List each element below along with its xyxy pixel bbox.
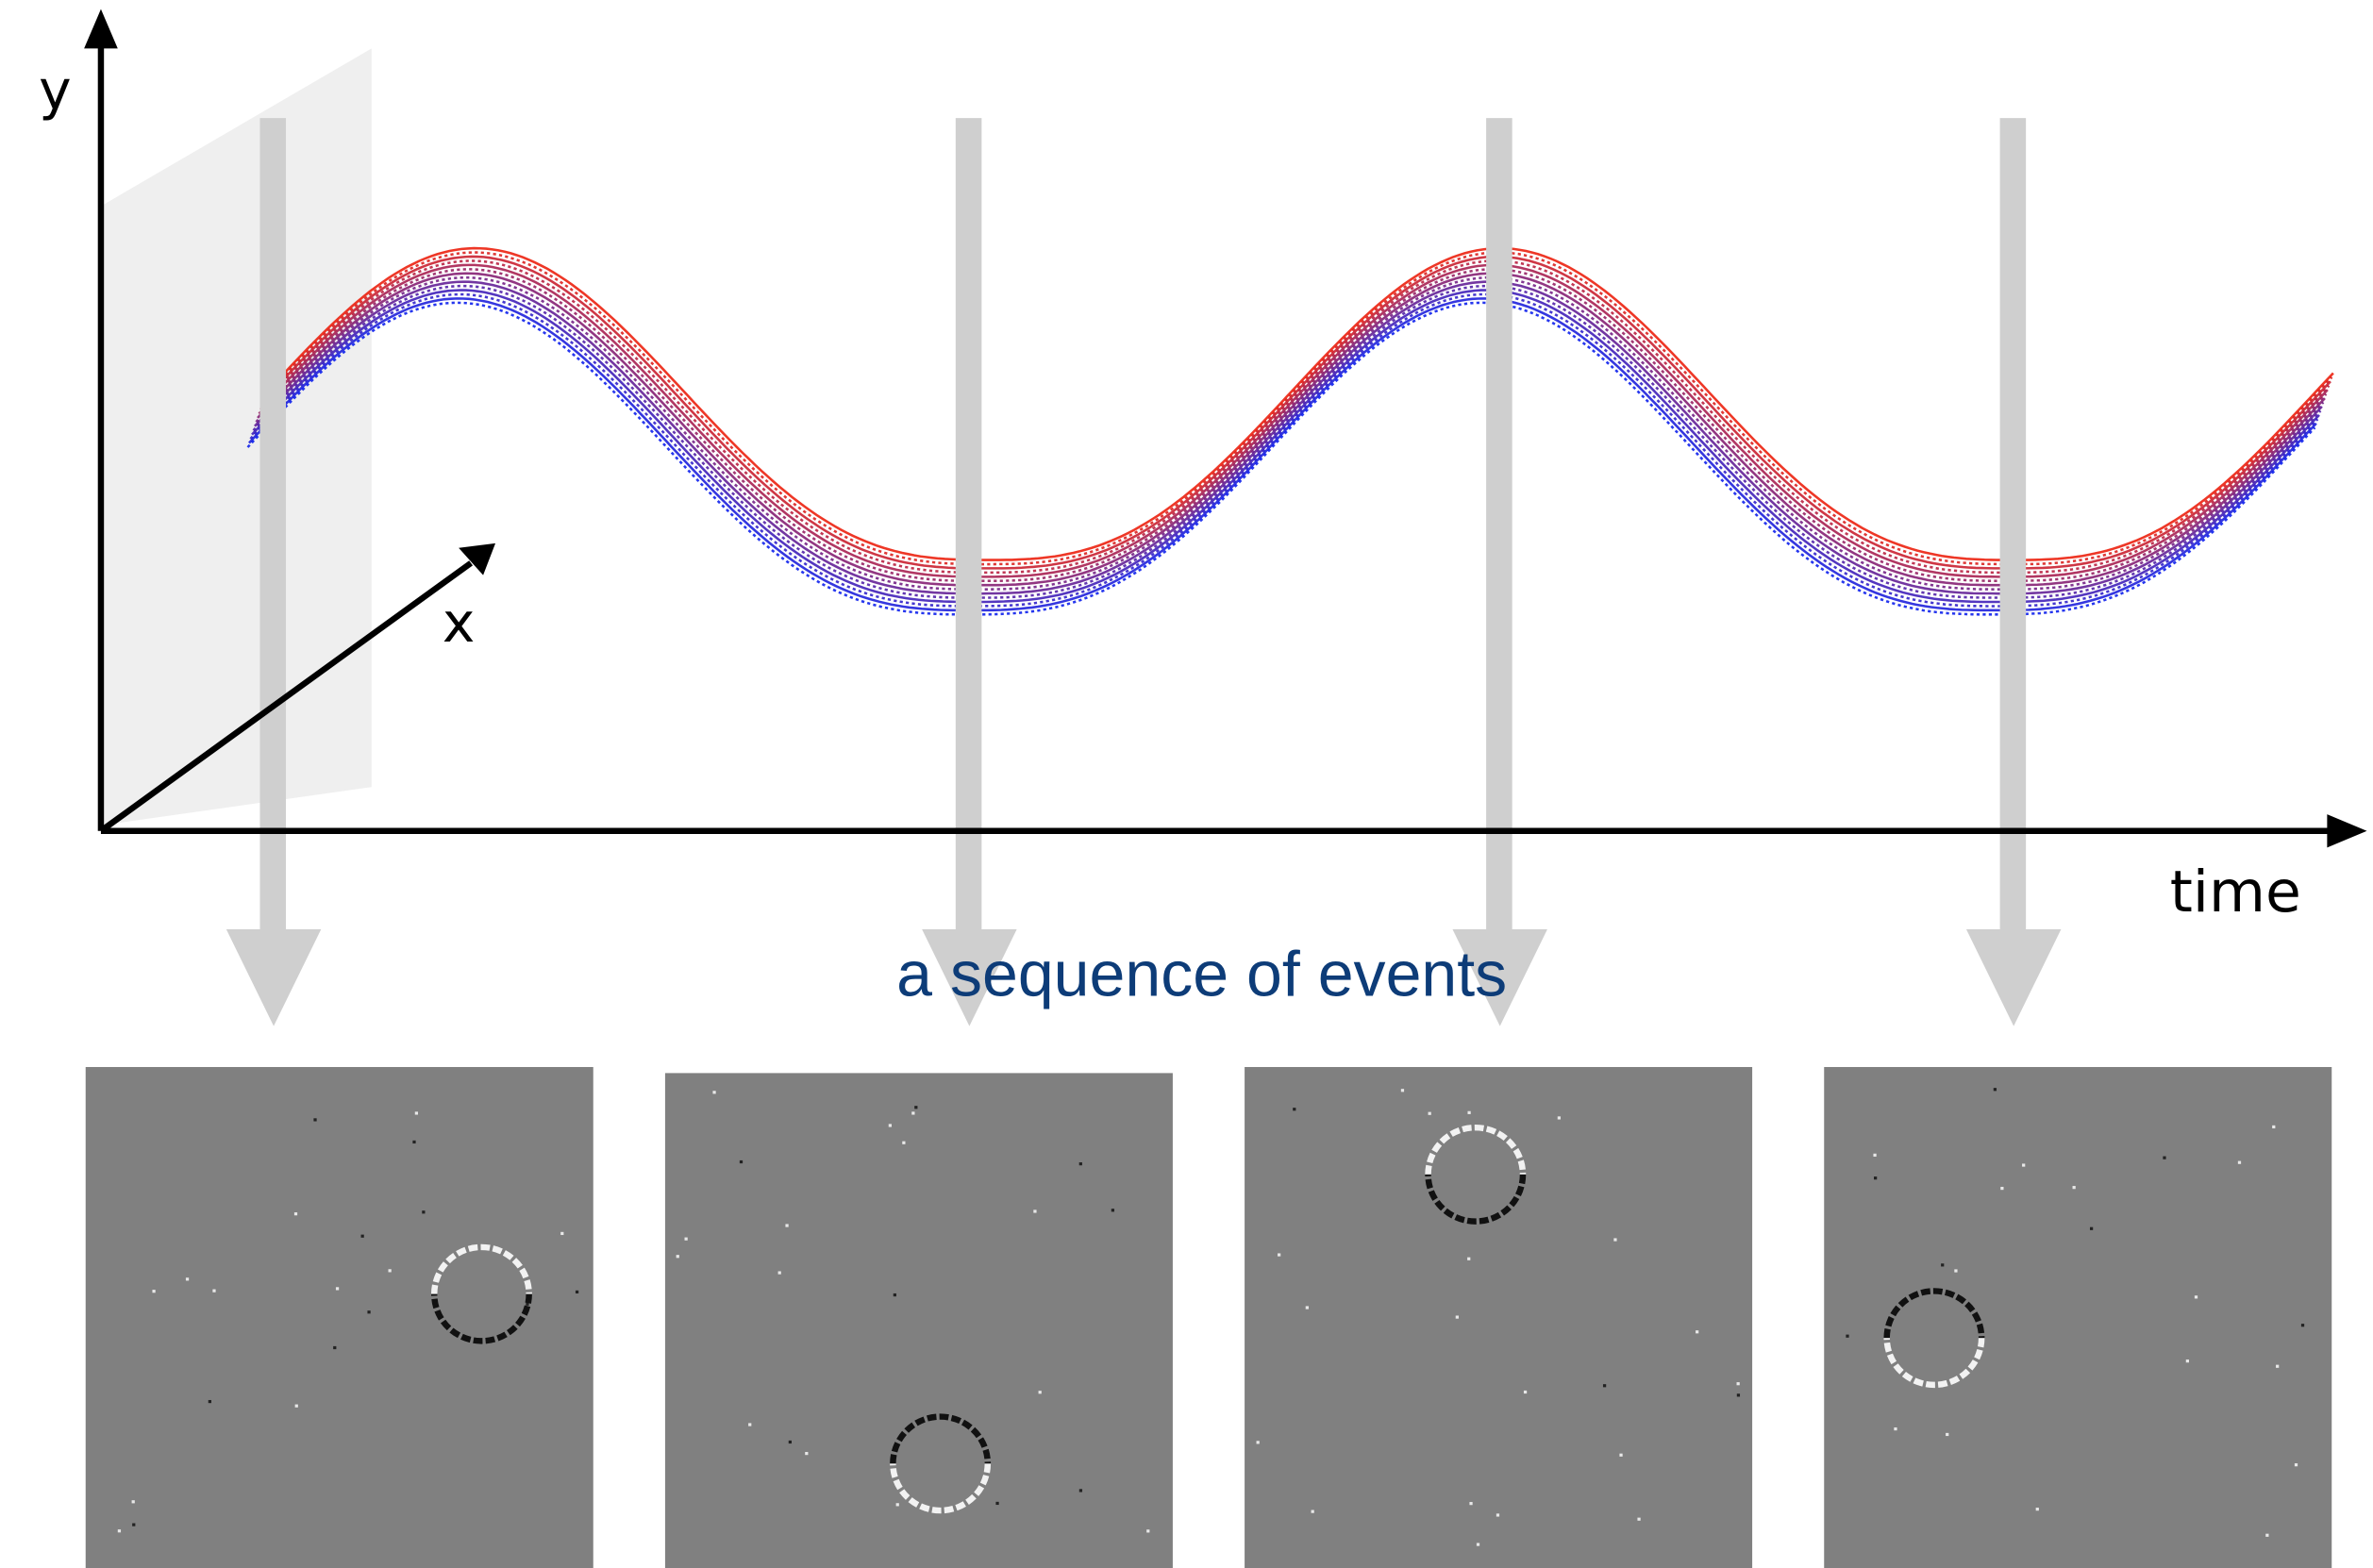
noise-event bbox=[1637, 1518, 1640, 1521]
noise-event bbox=[1873, 1154, 1876, 1157]
noise-event bbox=[1603, 1384, 1606, 1387]
noise-event bbox=[2238, 1161, 2241, 1164]
event-frame bbox=[1245, 1067, 1752, 1568]
noise-event bbox=[1477, 1543, 1479, 1545]
page: {"axes": {"y": "y", "x": "x", "time": "t… bbox=[0, 0, 2373, 1568]
y-axis-label: y bbox=[39, 58, 72, 123]
noise-event bbox=[1467, 1258, 1470, 1260]
noise-event bbox=[1941, 1263, 1944, 1266]
noise-event bbox=[152, 1290, 155, 1293]
noise-event bbox=[1257, 1441, 1260, 1443]
noise-event bbox=[1033, 1209, 1036, 1212]
noise-event bbox=[2036, 1508, 2039, 1510]
noise-event bbox=[2272, 1126, 2275, 1128]
noise-event bbox=[209, 1400, 211, 1403]
noise-event bbox=[1079, 1162, 1082, 1165]
noise-event bbox=[740, 1160, 743, 1163]
noise-event bbox=[677, 1255, 679, 1258]
noise-event bbox=[2000, 1187, 2003, 1190]
noise-event bbox=[560, 1232, 563, 1235]
noise-event bbox=[1306, 1306, 1309, 1309]
xy-plane bbox=[104, 48, 372, 825]
noise-event bbox=[412, 1141, 415, 1143]
noise-event bbox=[576, 1291, 578, 1293]
noise-event bbox=[1696, 1330, 1698, 1333]
noise-event bbox=[186, 1277, 189, 1280]
noise-event bbox=[1496, 1513, 1499, 1516]
noise-event bbox=[118, 1529, 121, 1532]
noise-event bbox=[2022, 1163, 2025, 1166]
noise-event bbox=[132, 1500, 135, 1503]
noise-event bbox=[1737, 1393, 1740, 1396]
noise-event bbox=[295, 1405, 298, 1408]
noise-event bbox=[1846, 1335, 1848, 1338]
noise-event bbox=[1278, 1253, 1280, 1256]
noise-event bbox=[914, 1106, 917, 1109]
noise-event bbox=[1558, 1116, 1561, 1119]
noise-event bbox=[132, 1524, 135, 1526]
noise-event bbox=[805, 1452, 808, 1455]
noise-event bbox=[361, 1235, 364, 1238]
noise-event bbox=[1401, 1089, 1404, 1092]
noise-event bbox=[902, 1142, 905, 1144]
noise-event bbox=[995, 1502, 998, 1505]
noise-event bbox=[712, 1091, 715, 1093]
noise-event bbox=[336, 1287, 339, 1290]
noise-event bbox=[2090, 1227, 2093, 1230]
event-frame bbox=[86, 1067, 593, 1568]
noise-event bbox=[785, 1224, 788, 1226]
noise-event bbox=[1111, 1209, 1114, 1211]
noise-event bbox=[212, 1290, 215, 1293]
noise-event bbox=[1954, 1269, 1957, 1272]
caption: a sequence of events bbox=[896, 940, 1507, 1010]
diagram: y x time a sequence of events bbox=[0, 0, 2373, 1568]
noise-event bbox=[1737, 1382, 1740, 1385]
noise-event bbox=[2195, 1295, 2198, 1298]
noise-event bbox=[1456, 1315, 1459, 1318]
noise-event bbox=[415, 1111, 418, 1114]
noise-event bbox=[1467, 1111, 1470, 1114]
noise-event bbox=[294, 1212, 297, 1215]
noise-event bbox=[2073, 1186, 2076, 1189]
event-frame bbox=[1824, 1067, 2331, 1568]
noise-event bbox=[1079, 1489, 1082, 1492]
noise-event bbox=[1524, 1391, 1527, 1393]
noise-event bbox=[2301, 1324, 2304, 1326]
noise-event bbox=[2265, 1534, 2268, 1537]
noise-event bbox=[1994, 1088, 1997, 1091]
noise-event bbox=[2163, 1157, 2165, 1159]
noise-event bbox=[1469, 1502, 1472, 1505]
noise-event bbox=[911, 1111, 914, 1114]
noise-event bbox=[1146, 1529, 1149, 1532]
event-frames bbox=[86, 1067, 2331, 1568]
noise-event bbox=[333, 1346, 336, 1349]
noise-event bbox=[1312, 1510, 1314, 1513]
noise-event bbox=[2186, 1359, 2189, 1362]
noise-event bbox=[1619, 1454, 1622, 1457]
noise-event bbox=[889, 1124, 892, 1126]
noise-event bbox=[748, 1423, 751, 1426]
noise-event bbox=[1613, 1238, 1616, 1241]
noise-event bbox=[1039, 1391, 1042, 1393]
noise-event bbox=[1874, 1176, 1877, 1179]
noise-event bbox=[778, 1271, 781, 1274]
noise-event bbox=[367, 1310, 370, 1313]
noise-event bbox=[789, 1441, 792, 1443]
noise-event bbox=[2295, 1463, 2298, 1466]
noise-event bbox=[1946, 1433, 1948, 1436]
noise-event bbox=[313, 1118, 316, 1121]
noise-event bbox=[1894, 1427, 1897, 1430]
noise-event bbox=[896, 1503, 899, 1506]
time-axis-label: time bbox=[2170, 859, 2301, 926]
noise-event bbox=[1429, 1112, 1431, 1115]
x-axis-label: x bbox=[443, 591, 476, 655]
noise-event bbox=[2276, 1365, 2279, 1368]
noise-event bbox=[685, 1238, 688, 1241]
noise-event bbox=[1293, 1108, 1295, 1110]
noise-event bbox=[894, 1293, 896, 1296]
noise-event bbox=[422, 1210, 425, 1213]
event-frame bbox=[665, 1073, 1173, 1568]
noise-event bbox=[389, 1269, 392, 1272]
